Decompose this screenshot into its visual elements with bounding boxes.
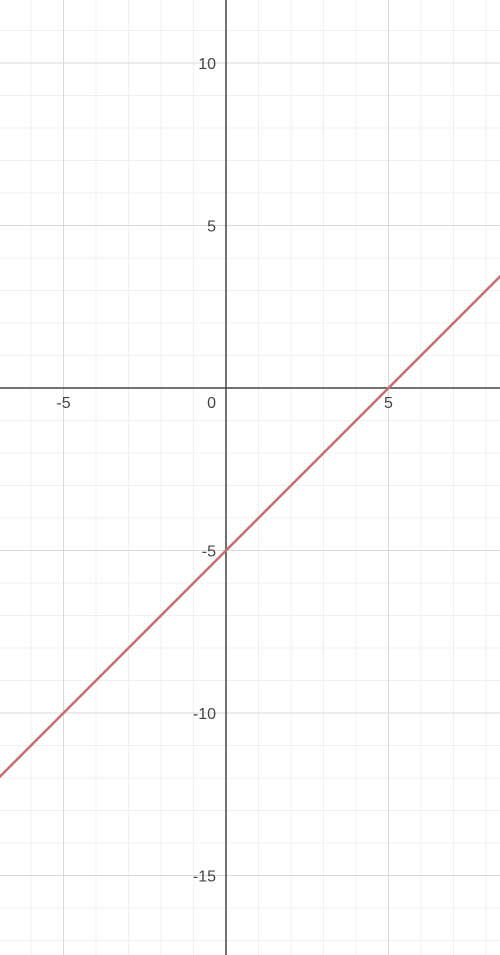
- svg-text:10: 10: [198, 56, 216, 73]
- svg-text:0: 0: [207, 395, 216, 412]
- svg-text:-10: -10: [193, 706, 216, 723]
- svg-text:-5: -5: [56, 395, 70, 412]
- plotted-line: [0, 274, 500, 778]
- svg-text:5: 5: [384, 395, 393, 412]
- svg-text:-15: -15: [193, 869, 216, 886]
- svg-text:5: 5: [207, 219, 216, 236]
- graph-svg: -5 0 5 10 5 -5 -10 -15: [0, 0, 500, 955]
- coordinate-graph: -5 0 5 10 5 -5 -10 -15: [0, 0, 500, 955]
- svg-text:-5: -5: [202, 544, 216, 561]
